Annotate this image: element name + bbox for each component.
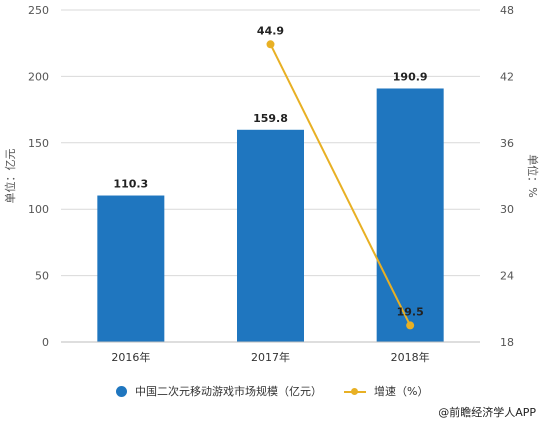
left-y-tick-label: 200 xyxy=(28,70,49,83)
right-y-axis-label: 单位：% xyxy=(526,154,540,197)
line-data-label: 19.5 xyxy=(397,305,424,318)
x-axis-ticks: 2016年 2017年 2018年 xyxy=(111,350,429,364)
source-credit: @前瞻经济学人APP xyxy=(438,406,536,419)
right-y-tick-label: 18 xyxy=(500,336,514,349)
right-y-tick-label: 42 xyxy=(500,70,514,83)
legend-bar-swatch xyxy=(116,385,127,397)
x-tick-label: 2016年 xyxy=(111,350,150,364)
bar-series xyxy=(97,88,444,342)
left-y-tick-label: 100 xyxy=(28,203,49,216)
left-y-tick-label: 250 xyxy=(28,4,49,17)
growth-line xyxy=(269,43,412,326)
legend-item-line[interactable]: 增速（%） xyxy=(344,383,428,399)
left-y-tick-label: 0 xyxy=(42,336,49,349)
line-point xyxy=(406,321,415,330)
line-series: 44.9 19.5 xyxy=(257,24,424,330)
bar-data-label: 110.3 xyxy=(113,178,148,191)
legend: 中国二次元移动游戏市场规模（亿元） 增速（%） xyxy=(0,383,544,403)
legend-item-bar[interactable]: 中国二次元移动游戏市场规模（亿元） xyxy=(116,383,322,399)
bar-data-label: 159.8 xyxy=(253,112,288,125)
bar-data-label: 190.9 xyxy=(393,70,428,83)
x-tick-label: 2017年 xyxy=(251,350,290,364)
left-y-axis-ticks: 0 50 100 150 200 250 xyxy=(28,4,49,349)
bar xyxy=(97,195,165,342)
legend-line-label: 增速（%） xyxy=(374,385,429,398)
left-y-tick-label: 50 xyxy=(35,270,49,283)
left-y-axis-label: 单位：亿元 xyxy=(3,149,17,204)
line-data-label: 44.9 xyxy=(257,24,284,37)
right-y-axis-ticks: 18 24 30 36 42 48 xyxy=(500,4,514,349)
right-y-tick-label: 24 xyxy=(500,270,514,283)
bar xyxy=(376,88,444,342)
bar xyxy=(237,129,304,342)
legend-bar-label: 中国二次元移动游戏市场规模（亿元） xyxy=(135,385,322,398)
right-y-tick-label: 30 xyxy=(500,203,514,216)
bar-data-labels: 110.3 159.8 190.9 xyxy=(113,70,427,190)
legend-line-swatch xyxy=(344,386,366,397)
x-tick-label: 2018年 xyxy=(391,350,430,364)
right-y-tick-label: 48 xyxy=(500,4,514,17)
line-point xyxy=(266,40,275,49)
left-y-tick-label: 150 xyxy=(28,137,49,150)
right-y-tick-label: 36 xyxy=(500,137,514,150)
